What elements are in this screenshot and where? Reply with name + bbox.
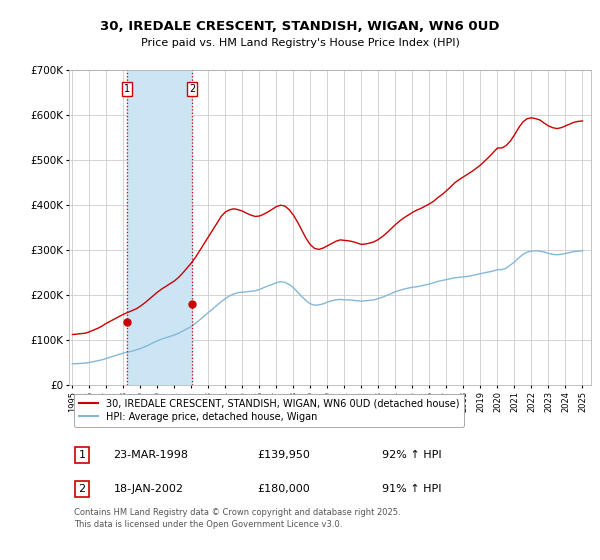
Text: 2: 2 bbox=[189, 84, 196, 94]
Text: Contains HM Land Registry data © Crown copyright and database right 2025.
This d: Contains HM Land Registry data © Crown c… bbox=[74, 508, 401, 529]
Bar bbox=[127, 70, 192, 385]
Legend: 30, IREDALE CRESCENT, STANDISH, WIGAN, WN6 0UD (detached house), HPI: Average pr: 30, IREDALE CRESCENT, STANDISH, WIGAN, W… bbox=[74, 394, 464, 427]
Text: 92% ↑ HPI: 92% ↑ HPI bbox=[382, 450, 442, 460]
Text: 30, IREDALE CRESCENT, STANDISH, WIGAN, WN6 0UD: 30, IREDALE CRESCENT, STANDISH, WIGAN, W… bbox=[100, 20, 500, 32]
Text: 1: 1 bbox=[124, 84, 130, 94]
Text: £180,000: £180,000 bbox=[257, 484, 310, 494]
Text: 1: 1 bbox=[79, 450, 86, 460]
Text: 91% ↑ HPI: 91% ↑ HPI bbox=[382, 484, 442, 494]
Text: Price paid vs. HM Land Registry's House Price Index (HPI): Price paid vs. HM Land Registry's House … bbox=[140, 38, 460, 48]
Text: 23-MAR-1998: 23-MAR-1998 bbox=[113, 450, 188, 460]
Text: 18-JAN-2002: 18-JAN-2002 bbox=[113, 484, 184, 494]
Text: 2: 2 bbox=[79, 484, 86, 494]
Text: £139,950: £139,950 bbox=[257, 450, 310, 460]
